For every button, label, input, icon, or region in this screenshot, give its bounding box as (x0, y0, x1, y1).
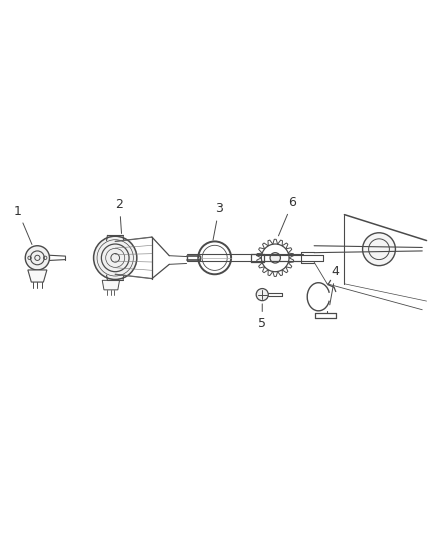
Text: 5: 5 (258, 304, 266, 330)
Circle shape (94, 236, 137, 279)
Circle shape (363, 233, 396, 265)
Text: 3: 3 (213, 203, 223, 240)
Text: 1: 1 (14, 205, 32, 245)
Circle shape (270, 253, 280, 263)
Text: 4: 4 (330, 265, 340, 305)
Circle shape (25, 246, 49, 270)
Circle shape (256, 288, 268, 301)
Polygon shape (28, 270, 47, 282)
Polygon shape (102, 280, 120, 290)
Text: 2: 2 (116, 198, 124, 233)
Text: 6: 6 (279, 196, 297, 236)
